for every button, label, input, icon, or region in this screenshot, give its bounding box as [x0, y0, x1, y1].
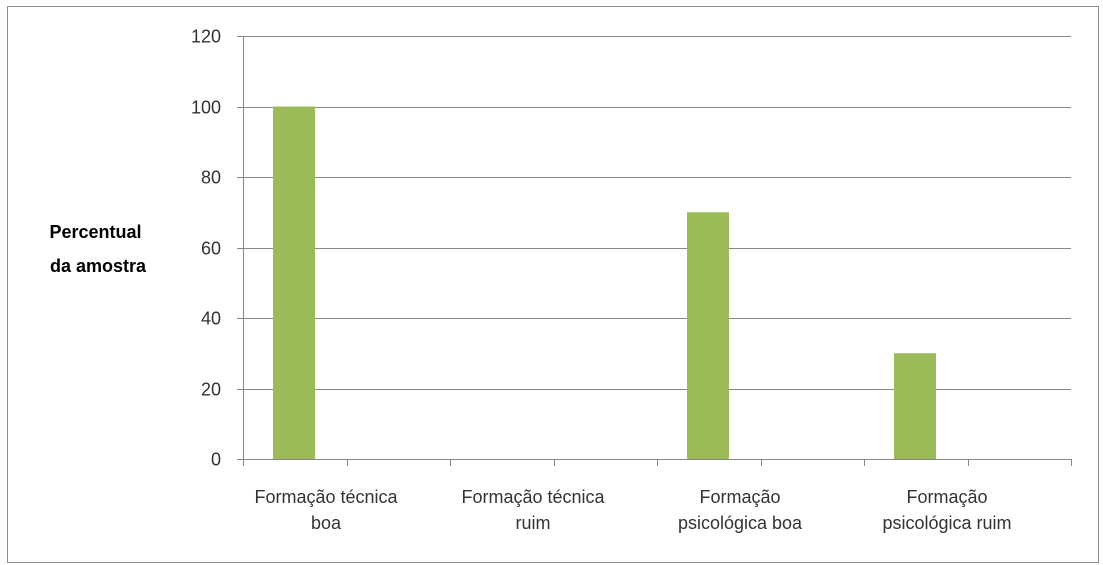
- x-category-label-line: boa: [311, 513, 342, 533]
- y-axis-label: Percentual da amostra: [49, 222, 147, 276]
- x-category-label: Formação psicológica ruim: [882, 487, 1011, 533]
- y-tick-labels: 0 20 40 60 80 100 120: [191, 27, 221, 470]
- bar: [687, 212, 729, 459]
- y-tick-label: 0: [211, 450, 221, 470]
- chart-frame: [7, 6, 1099, 563]
- y-tick-label: 60: [201, 239, 221, 259]
- x-category-label: Formação técnica ruim: [461, 487, 605, 533]
- y-tick-label: 100: [191, 98, 221, 118]
- x-category-label-line: Formação técnica: [254, 487, 398, 507]
- bar: [894, 353, 936, 459]
- y-tick-label: 80: [201, 168, 221, 188]
- x-category-label: Formação psicológica boa: [678, 487, 803, 533]
- bar: [273, 106, 315, 459]
- bars: [273, 106, 936, 459]
- y-tick-label: 120: [191, 27, 221, 47]
- axes: [237, 36, 1072, 466]
- y-tick-label: 40: [201, 309, 221, 329]
- x-category-label-line: Formação: [906, 487, 987, 507]
- x-category-label-line: Formação: [699, 487, 780, 507]
- gridlines: [243, 36, 1071, 390]
- x-category-label-line: ruim: [516, 513, 551, 533]
- y-tick-label: 20: [201, 380, 221, 400]
- x-category-label: Formação técnica boa: [254, 487, 398, 533]
- x-category-label-line: Formação técnica: [461, 487, 605, 507]
- x-category-label-line: psicológica boa: [678, 513, 803, 533]
- x-category-label-line: psicológica ruim: [882, 513, 1011, 533]
- y-axis-label-line-2: da amostra: [50, 256, 147, 276]
- y-axis-label-line-1: Percentual: [49, 222, 141, 242]
